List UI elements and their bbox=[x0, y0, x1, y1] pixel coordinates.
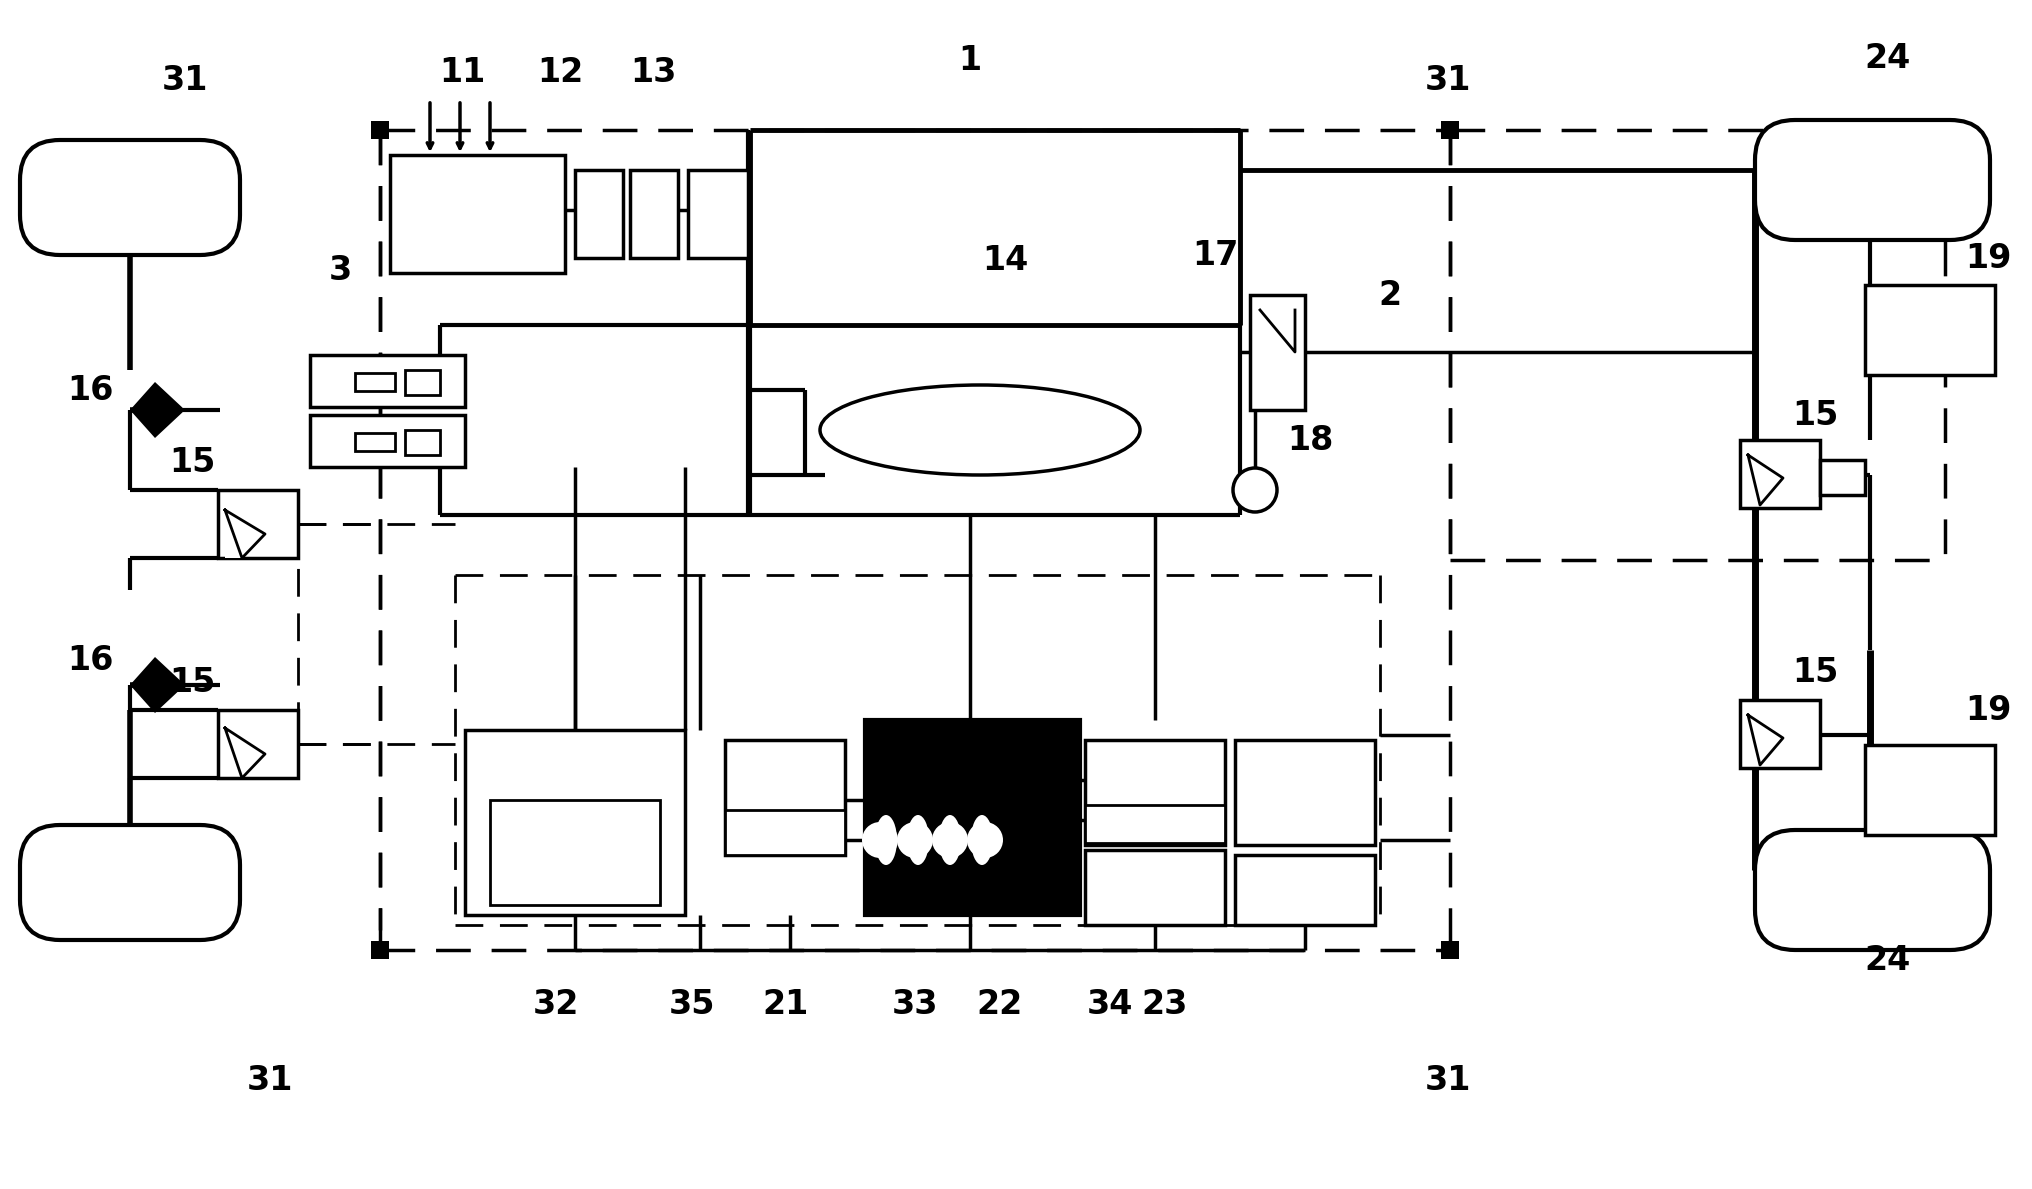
Bar bbox=[356, 373, 394, 391]
Bar bbox=[404, 430, 439, 455]
Text: 24: 24 bbox=[1863, 944, 1910, 976]
Text: 18: 18 bbox=[1286, 423, 1333, 457]
Text: 16: 16 bbox=[67, 643, 114, 677]
Bar bbox=[864, 721, 1079, 916]
Bar bbox=[1739, 440, 1819, 508]
Bar bbox=[465, 730, 685, 916]
Text: 24: 24 bbox=[1863, 42, 1910, 75]
Circle shape bbox=[1231, 468, 1276, 512]
Bar bbox=[1863, 746, 1993, 835]
Bar bbox=[725, 810, 845, 855]
Bar bbox=[309, 415, 465, 467]
Bar bbox=[1739, 700, 1819, 768]
Text: 3: 3 bbox=[329, 253, 352, 287]
Text: 17: 17 bbox=[1191, 239, 1237, 271]
Text: 19: 19 bbox=[1963, 693, 2010, 726]
Text: 15: 15 bbox=[169, 666, 215, 698]
Text: 33: 33 bbox=[892, 988, 939, 1021]
Bar bbox=[1085, 740, 1225, 845]
Text: 2: 2 bbox=[1378, 278, 1400, 312]
Bar bbox=[390, 155, 565, 273]
Text: 1: 1 bbox=[957, 44, 981, 76]
Bar bbox=[575, 170, 622, 258]
Text: 13: 13 bbox=[630, 56, 677, 88]
Polygon shape bbox=[130, 382, 185, 438]
Polygon shape bbox=[1441, 121, 1459, 139]
Text: 32: 32 bbox=[532, 988, 579, 1021]
Polygon shape bbox=[226, 510, 242, 558]
Circle shape bbox=[967, 822, 1002, 858]
FancyBboxPatch shape bbox=[20, 825, 240, 940]
Bar bbox=[1250, 295, 1305, 410]
Text: 14: 14 bbox=[981, 244, 1028, 277]
Bar bbox=[1085, 805, 1225, 843]
Text: 21: 21 bbox=[762, 988, 809, 1021]
Ellipse shape bbox=[906, 814, 929, 866]
Bar bbox=[725, 740, 845, 855]
FancyBboxPatch shape bbox=[1754, 120, 1989, 240]
Text: 31: 31 bbox=[1424, 1063, 1471, 1096]
Text: 31: 31 bbox=[1424, 63, 1471, 96]
Text: 31: 31 bbox=[246, 1063, 293, 1096]
Bar bbox=[490, 800, 660, 905]
Bar bbox=[1863, 285, 1993, 375]
Bar bbox=[1085, 850, 1225, 925]
Circle shape bbox=[896, 822, 933, 858]
Ellipse shape bbox=[971, 814, 992, 866]
Bar bbox=[356, 433, 394, 451]
Text: 16: 16 bbox=[67, 373, 114, 407]
Circle shape bbox=[931, 822, 967, 858]
Text: 15: 15 bbox=[169, 446, 215, 478]
Bar bbox=[217, 490, 299, 558]
Text: 11: 11 bbox=[439, 56, 486, 88]
Circle shape bbox=[862, 822, 898, 858]
Bar bbox=[1233, 855, 1374, 925]
Bar bbox=[687, 170, 748, 258]
Text: 12: 12 bbox=[536, 56, 583, 88]
Text: 15: 15 bbox=[1790, 398, 1837, 432]
Polygon shape bbox=[370, 121, 388, 139]
Text: 34: 34 bbox=[1087, 988, 1132, 1021]
Text: 19: 19 bbox=[1963, 241, 2010, 275]
Text: 23: 23 bbox=[1142, 988, 1187, 1021]
Polygon shape bbox=[1441, 940, 1459, 960]
Text: 35: 35 bbox=[669, 988, 715, 1021]
Bar bbox=[630, 170, 677, 258]
Polygon shape bbox=[130, 658, 185, 713]
Text: 15: 15 bbox=[1790, 655, 1837, 688]
Bar bbox=[1233, 740, 1374, 845]
Bar bbox=[309, 356, 465, 407]
Ellipse shape bbox=[874, 814, 896, 866]
Bar bbox=[1819, 460, 1863, 495]
FancyBboxPatch shape bbox=[20, 140, 240, 254]
FancyBboxPatch shape bbox=[1754, 830, 1989, 950]
Bar bbox=[217, 710, 299, 778]
Text: 31: 31 bbox=[163, 63, 207, 96]
Ellipse shape bbox=[939, 814, 961, 866]
Bar bbox=[404, 370, 439, 395]
Text: 22: 22 bbox=[977, 988, 1022, 1021]
Polygon shape bbox=[370, 940, 388, 960]
Ellipse shape bbox=[819, 385, 1140, 474]
